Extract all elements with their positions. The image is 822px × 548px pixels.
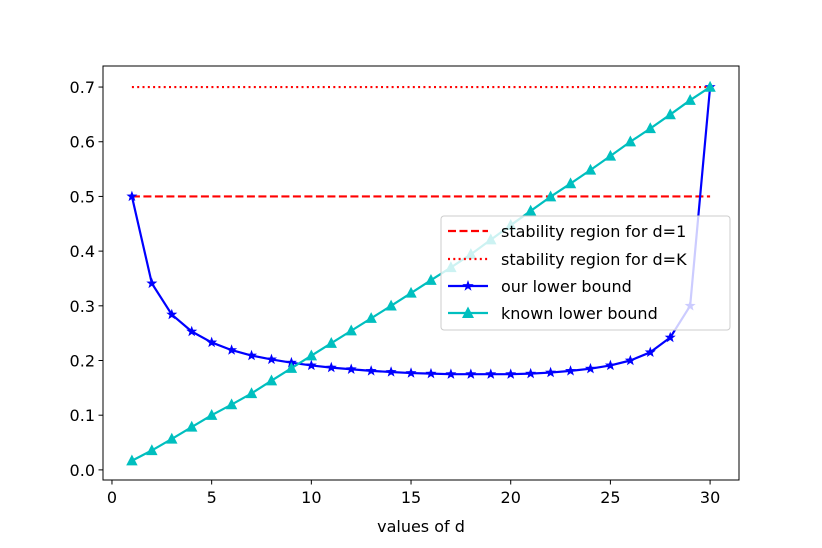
y-tick-label: 0.1 (70, 406, 95, 425)
our-lower-bound-point (186, 325, 198, 337)
known-lower-bound-point (126, 454, 138, 466)
y-tick-label: 0.0 (70, 461, 95, 480)
known-lower-bound-point (166, 432, 178, 444)
our-lower-bound-point (345, 363, 357, 374)
our-lower-bound-point (644, 346, 656, 357)
known-lower-bound-point (285, 362, 298, 373)
x-tick-label: 20 (501, 488, 521, 507)
known-lower-bound-point (385, 299, 397, 311)
known-lower-bound-point (584, 163, 597, 175)
y-tick-label: 0.3 (70, 297, 95, 316)
our-lower-bound-point (664, 331, 676, 343)
our-lower-bound-point (166, 308, 178, 320)
legend-label-our-lower-bound: our lower bound (501, 277, 632, 296)
known-lower-bound-point (425, 274, 437, 285)
y-tick-label: 0.4 (70, 242, 95, 261)
known-lower-bound-point (265, 374, 278, 386)
x-tick-label: 25 (600, 488, 620, 507)
our-lower-bound-point (365, 365, 377, 376)
known-lower-bound-point (564, 177, 577, 189)
legend-label-stability-dK: stability region for d=K (501, 250, 687, 269)
y-tick-label: 0.5 (70, 187, 95, 206)
legend-frame (440, 215, 731, 331)
known-lower-bound-point (524, 204, 537, 216)
x-tick-label: 10 (301, 488, 321, 507)
known-lower-bound-point (146, 444, 158, 456)
known-lower-bound-point (664, 108, 676, 120)
our-lower-bound-point (604, 359, 616, 371)
legend-star-marker (462, 280, 474, 291)
our-lower-bound-point (505, 368, 517, 379)
known-lower-bound-point (544, 190, 557, 202)
our-lower-bound-point (624, 354, 636, 366)
y-tick-label: 0.6 (70, 133, 95, 152)
our-lower-bound-point (305, 359, 317, 371)
our-lower-bound-point (425, 367, 437, 379)
known-lower-bound-point (704, 80, 716, 92)
our-lower-bound-point (146, 277, 158, 289)
our-lower-bound-point (405, 367, 417, 378)
known-lower-bound-point (624, 135, 637, 147)
known-lower-bound-point (684, 93, 696, 105)
known-lower-bound-point (245, 387, 258, 399)
our-lower-bound-point (325, 361, 337, 373)
legend-triangle-marker (462, 306, 474, 318)
legend-label-known-lower-bound: known lower bound (501, 304, 658, 323)
our-lower-bound-point (246, 349, 258, 361)
y-tick-label: 0.2 (70, 352, 95, 371)
known-lower-bound-point (604, 149, 617, 161)
our-lower-bound-point (565, 365, 577, 376)
x-tick-label: 5 (207, 488, 217, 507)
y-tick-label: 0.7 (70, 78, 95, 97)
our-lower-bound-point (525, 367, 537, 379)
known-lower-bound-point (345, 324, 357, 336)
our-lower-bound-point (445, 368, 457, 379)
our-lower-bound-point (206, 336, 218, 348)
our-lower-bound-point (126, 190, 138, 202)
our-lower-bound-point (584, 362, 596, 374)
our-lower-bound-point (265, 353, 277, 365)
x-tick-label: 0 (107, 488, 117, 507)
known-lower-bound-point (205, 408, 218, 420)
known-lower-bound-point (644, 122, 656, 134)
known-lower-bound-point (186, 420, 198, 432)
legend-label-stability-d1: stability region for d=1 (501, 222, 686, 241)
x-tick-label: 15 (401, 488, 421, 507)
known-lower-bound-point (365, 312, 377, 323)
known-lower-bound-point (325, 337, 337, 348)
x-tick-label: 30 (700, 488, 720, 507)
known-lower-bound-point (405, 286, 417, 298)
our-lower-bound-point (226, 344, 238, 355)
known-lower-bound-point (225, 398, 238, 410)
known-lower-bound-point (305, 349, 318, 361)
y-axis-ticks: 0.0 0.1 0.2 0.3 0.4 0.5 0.6 0.7 (70, 78, 103, 480)
plot-frame (102, 65, 740, 481)
our-lower-bound-point (485, 368, 497, 379)
our-lower-bound-point (465, 368, 477, 379)
our-lower-bound-point (545, 366, 557, 378)
legend: stability region for d=1 stability regio… (440, 215, 731, 331)
x-axis-label: values of d (377, 517, 465, 536)
x-axis-ticks: 0 5 10 15 20 25 30 (107, 480, 720, 507)
our-lower-bound-point (385, 366, 397, 377)
